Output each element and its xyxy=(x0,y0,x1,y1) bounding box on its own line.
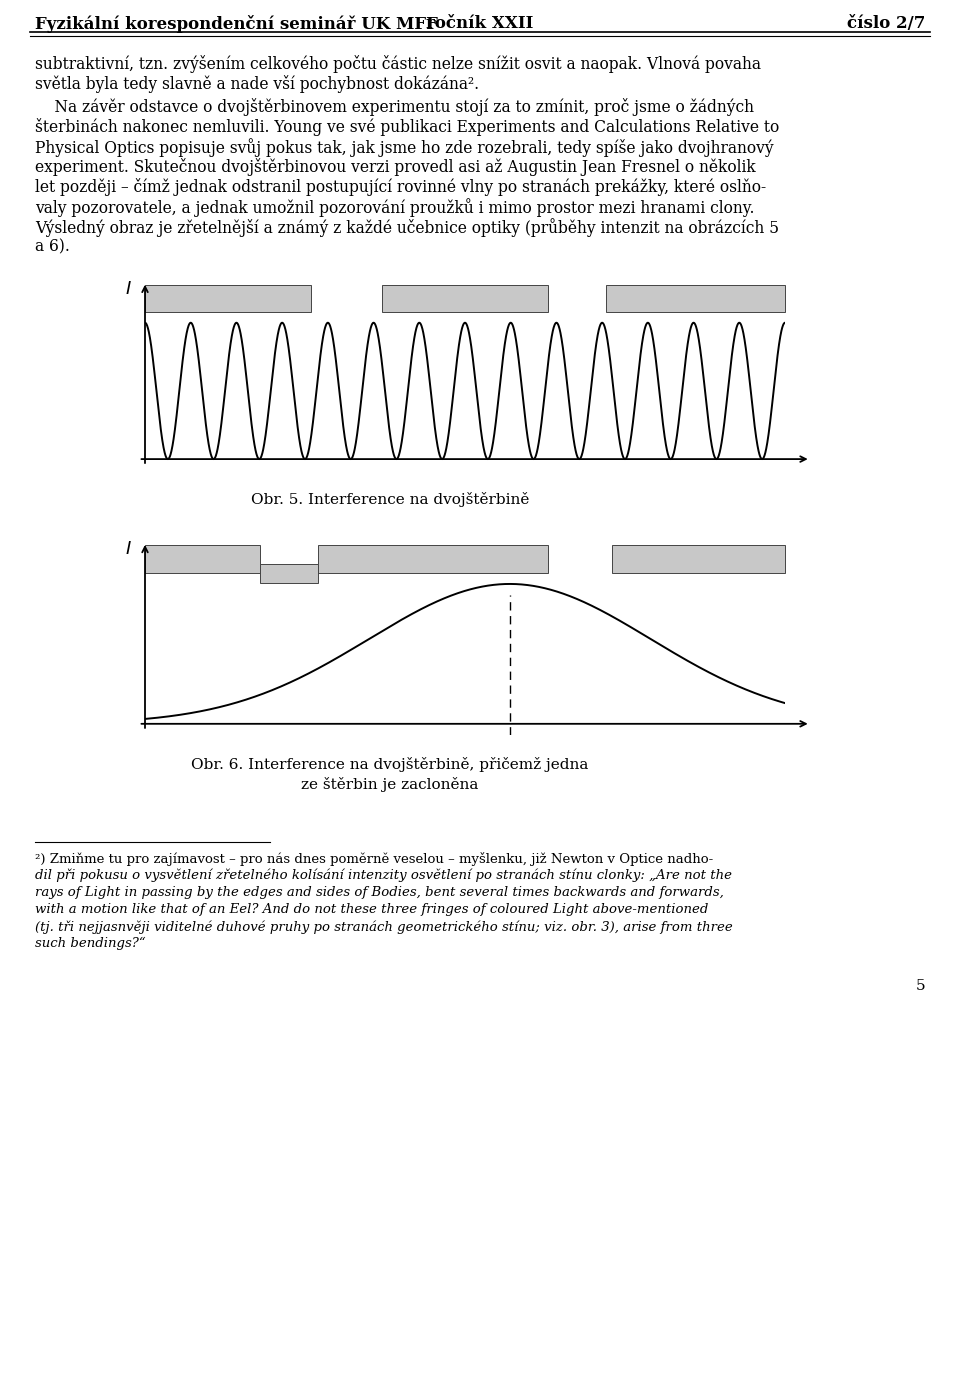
Text: a 6).: a 6). xyxy=(35,237,70,255)
Text: šterbinách nakonec nemluvili. Young ve své publikaci Experiments and Calculation: šterbinách nakonec nemluvili. Young ve s… xyxy=(35,119,780,135)
Text: číslo 2/7: číslo 2/7 xyxy=(847,15,925,32)
Text: Na závěr odstavce o dvojštěrbinovem experimentu stojí za to zmínit, proč jsme o : Na závěr odstavce o dvojštěrbinovem expe… xyxy=(35,98,754,116)
Text: such bendings?“: such bendings?“ xyxy=(35,937,146,951)
Text: subtraktivní, tzn. zvýšením celkového počtu částic nelze snížit osvit a naopak. : subtraktivní, tzn. zvýšením celkového po… xyxy=(35,54,761,73)
Bar xyxy=(145,285,311,311)
Bar xyxy=(145,544,260,572)
Bar xyxy=(318,544,548,572)
Text: ²) Zmiňme tu pro zajímavost – pro nás dnes poměrně veselou – myšlenku, již Newto: ²) Zmiňme tu pro zajímavost – pro nás dn… xyxy=(35,852,713,866)
Bar xyxy=(260,564,318,582)
Text: Obr. 5. Interference na dvojštěrbině: Obr. 5. Interference na dvojštěrbině xyxy=(251,491,529,507)
Text: dil při pokusu o vysvětlení zřetelného kolísání intenzity osvětlení po stranách : dil při pokusu o vysvětlení zřetelného k… xyxy=(35,868,732,882)
Text: let později – čímž jednak odstranil postupující rovinné vlny po stranách prekážk: let později – čímž jednak odstranil post… xyxy=(35,179,766,195)
Text: Fyzikální korespondenční seminář UK MFF: Fyzikální korespondenční seminář UK MFF xyxy=(35,15,438,34)
Bar xyxy=(606,285,785,311)
Bar xyxy=(382,285,548,311)
Text: $I$: $I$ xyxy=(126,540,132,558)
Text: with a motion like that of an Eel? And do not these three fringes of coloured Li: with a motion like that of an Eel? And d… xyxy=(35,903,708,916)
Text: valy pozorovatele, a jednak umožnil pozorování proužků i mimo prostor mezi hrana: valy pozorovatele, a jednak umožnil pozo… xyxy=(35,198,755,216)
Text: $I$: $I$ xyxy=(126,279,132,297)
Text: experiment. Skutečnou dvojštěrbinovou verzi provedl asi až Augustin Jean Fresnel: experiment. Skutečnou dvojštěrbinovou ve… xyxy=(35,158,756,176)
Text: Výsledný obraz je zřetelnější a známý z každé učebnice optiky (průběhy intenzit : Výsledný obraz je zřetelnější a známý z … xyxy=(35,218,780,237)
Text: světla byla tedy slavně a nade vší pochybnost dokázána².: světla byla tedy slavně a nade vší pochy… xyxy=(35,75,479,94)
Text: 5: 5 xyxy=(916,979,925,993)
Text: rays of Light in passing by the edges and sides of Bodies, bent several times ba: rays of Light in passing by the edges an… xyxy=(35,886,724,899)
Text: (tj. tři nejjasnvěji viditelné duhové pruhy po stranách geometrického stínu; viz: (tj. tři nejjasnvěji viditelné duhové pr… xyxy=(35,920,732,934)
Text: ze štěrbin je zacloněna: ze štěrbin je zacloněna xyxy=(301,778,479,792)
Text: Obr. 6. Interference na dvojštěrbině, přičemž jedna: Obr. 6. Interference na dvojštěrbině, př… xyxy=(191,757,588,772)
Text: Physical Optics popisuje svůj pokus tak, jak jsme ho zde rozebrali, tedy spíše j: Physical Optics popisuje svůj pokus tak,… xyxy=(35,138,774,156)
Bar xyxy=(612,544,785,572)
Text: ročník XXII: ročník XXII xyxy=(426,15,534,32)
